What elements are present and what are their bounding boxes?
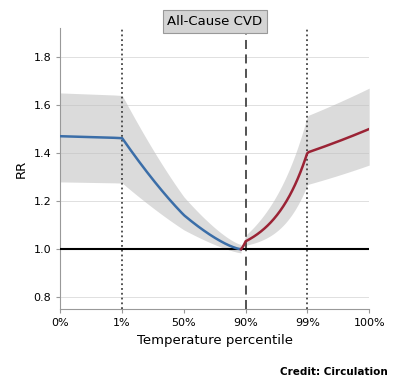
Y-axis label: RR: RR: [15, 160, 28, 178]
Text: Credit: Circulation: Credit: Circulation: [280, 367, 388, 377]
X-axis label: Temperature percentile: Temperature percentile: [137, 334, 293, 347]
Title: All-Cause CVD: All-Cause CVD: [167, 15, 262, 28]
